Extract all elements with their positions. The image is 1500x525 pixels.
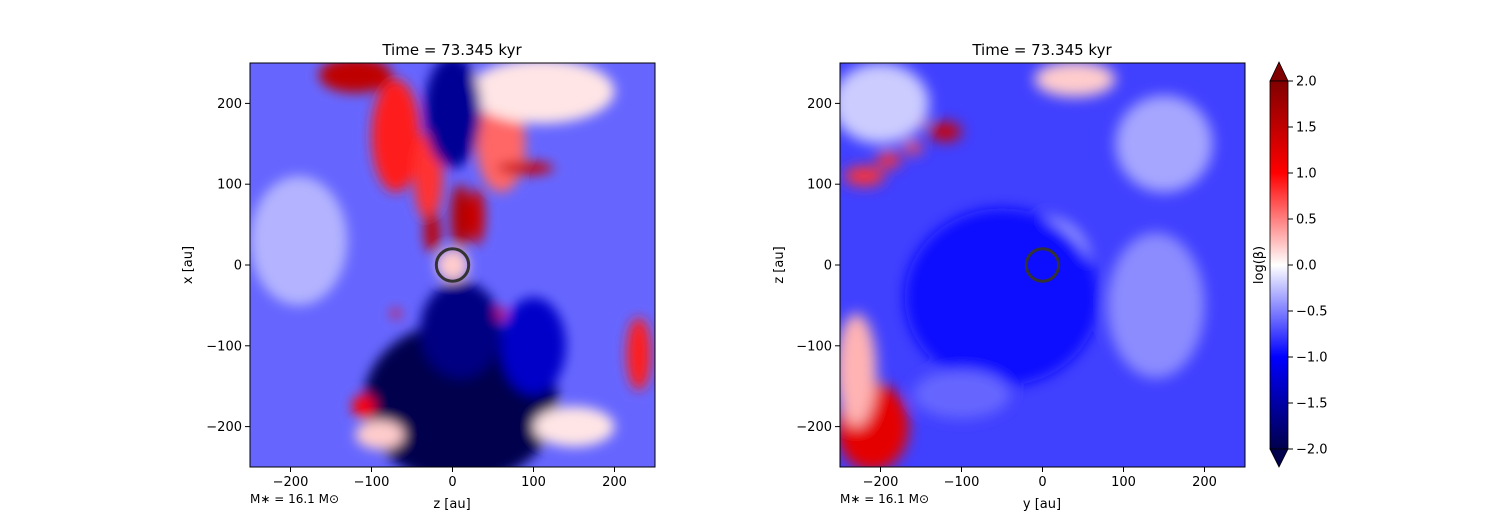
panel-right-ytick-label: −200	[796, 420, 832, 435]
panel-left-xtick-label: 100	[521, 475, 546, 490]
panel-left-ytick-label: 0	[234, 259, 242, 274]
colorbar-extend-top	[1269, 61, 1289, 82]
panel-right-ylabel: z [au]	[772, 246, 787, 283]
panel-left-region	[468, 188, 485, 245]
panel-left-region	[352, 395, 375, 418]
panel-right-xtick-label: −100	[944, 475, 980, 490]
panel-right-ytick-label: 200	[807, 97, 832, 112]
colorbar-tick-label: −1.5	[1296, 397, 1328, 412]
panel-left-region	[436, 248, 469, 282]
panel-left-yticks: −200 −100 0 100 200	[206, 97, 250, 435]
panel-right: Time = 73.345 kyr −200 −100 0 100 200 −200 −1…	[772, 41, 1246, 512]
panel-right-region	[840, 63, 930, 144]
panel-left-sink-circle	[434, 247, 471, 283]
colorbar: −2.0 −1.5 −1.0 −0.5 0.0 0.5 1.0 1.5 2.0 log(β)	[1252, 61, 1328, 468]
panel-left-ytick-label: −200	[206, 420, 242, 435]
panel-left-xtick-label: −200	[273, 475, 309, 490]
colorbar-tick-label: 1.0	[1296, 167, 1317, 182]
panel-left-region	[496, 308, 506, 319]
colorbar-tick-label: −2.0	[1296, 443, 1328, 458]
panel-left-xtick-label: 0	[448, 475, 456, 490]
panel-left-region	[355, 420, 404, 450]
colorbar-tick-label: 0.5	[1296, 213, 1317, 228]
colorbar-ticks: −2.0 −1.5 −1.0 −0.5 0.0 0.5 1.0 1.5 2.0	[1288, 75, 1328, 458]
panel-left-region	[371, 79, 421, 193]
colorbar-label: log(β)	[1252, 246, 1267, 284]
panel-left-title: Time = 73.345 kyr	[381, 41, 522, 59]
panel-left-region	[420, 281, 502, 379]
panel-right-xtick-label: 0	[1038, 475, 1046, 490]
panel-left-region	[424, 212, 441, 253]
panel-left-region	[501, 297, 566, 395]
panel-left-ytick-label: −100	[206, 339, 242, 354]
panel-right-region	[903, 141, 923, 155]
panel-left-region	[533, 406, 615, 447]
panel-right-region	[840, 313, 877, 427]
panel-left-xtick-label: −100	[354, 475, 390, 490]
panel-right-xtick-label: 100	[1111, 475, 1136, 490]
panel-right-xtick-label: 200	[1192, 475, 1217, 490]
panel-right-region	[912, 370, 1011, 419]
panel-left: Time = 73.345 kyr −200 −100 0 100 200 −200 −1…	[181, 41, 656, 512]
colorbar-tick-label: −1.0	[1296, 351, 1328, 366]
panel-right-xlabel: y [au]	[1023, 497, 1061, 512]
panel-left-region	[318, 63, 392, 93]
panel-right-region	[1115, 95, 1213, 193]
panel-left-xlabel: z [au]	[433, 497, 470, 512]
panel-left-region	[626, 317, 651, 391]
colorbar-tick-label: 1.5	[1296, 121, 1317, 136]
panel-left-xticks: −200 −100 0 100 200	[273, 467, 627, 490]
panel-right-xtick-label: −200	[863, 475, 899, 490]
panel-right-sink-circle	[1024, 247, 1061, 283]
panel-right-xticks: −200 −100 0 100 200	[863, 467, 1217, 490]
panel-left-ylabel: x [au]	[181, 246, 196, 284]
panel-left-region	[468, 63, 615, 124]
panel-right-yticks: −200 −100 0 100 200	[796, 97, 840, 435]
panel-right-field	[840, 63, 1245, 467]
panel-left-xtick-label: 200	[602, 475, 627, 490]
panel-right-ytick-label: 100	[807, 178, 832, 193]
panel-right-region	[1034, 63, 1116, 97]
panel-right-title: Time = 73.345 kyr	[971, 41, 1112, 59]
panel-left-region	[250, 176, 348, 306]
colorbar-extend-bottom	[1269, 448, 1289, 468]
panel-left-region	[424, 63, 481, 169]
panel-left-region	[497, 161, 554, 175]
panel-left-ytick-label: 100	[217, 178, 242, 193]
colorbar-tick-label: 2.0	[1296, 75, 1317, 90]
panel-left-region	[390, 309, 401, 318]
panel-right-region	[904, 208, 1100, 387]
panel-left-mass-annotation: M∗ = 16.1 M⊙	[250, 492, 339, 506]
panel-right-ytick-label: 0	[824, 259, 832, 274]
panel-right-region	[876, 151, 901, 169]
panel-right-region	[929, 121, 962, 142]
panel-left-region	[450, 184, 471, 249]
panel-right-ytick-label: −100	[796, 339, 832, 354]
colorbar-tick-label: −0.5	[1296, 305, 1328, 320]
panel-right-mass-annotation: M∗ = 16.1 M⊙	[840, 492, 929, 506]
panel-right-region	[1107, 232, 1205, 379]
colorbar-tick-label: 0.0	[1296, 259, 1317, 274]
colorbar-body	[1269, 80, 1289, 450]
panel-right-region	[844, 166, 885, 186]
panel-left-ytick-label: 200	[217, 97, 242, 112]
panel-left-field	[250, 63, 655, 467]
